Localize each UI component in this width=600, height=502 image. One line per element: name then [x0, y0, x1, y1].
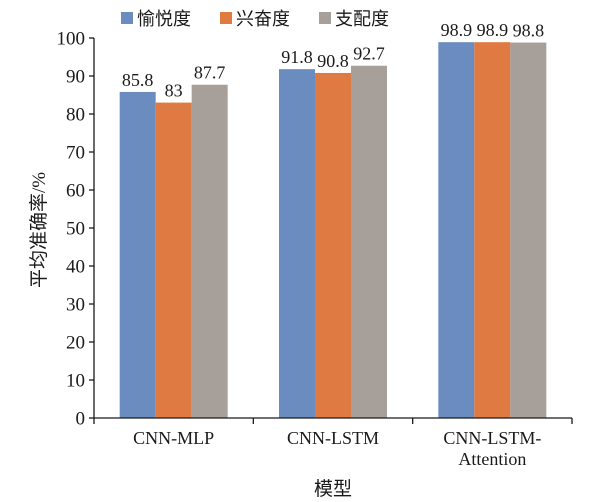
- data-label-series-1-cnn-mlp: 85.8: [122, 70, 154, 90]
- bar-series-1-cnn-mlp: [119, 91, 156, 419]
- y-axis: 0 10 20 30 40 50 60 70 80 90 100: [57, 29, 95, 430]
- y-tick-label-30: 30: [66, 295, 85, 316]
- bar-series-3-cnn-lstm-attention: [510, 42, 547, 419]
- legend-item-series-2: 兴奋度: [220, 9, 290, 30]
- x-tick-label-cnn-lstm: CNN-LSTM: [287, 428, 379, 448]
- legend-label-series-2: 兴奋度: [236, 9, 290, 30]
- legend-item-series-1: 愉悦度: [121, 9, 191, 30]
- y-tick-label-70: 70: [66, 143, 85, 164]
- bar-series-2-cnn-lstm: [315, 72, 351, 419]
- x-tick-label-cnn-mlp: CNN-MLP: [133, 428, 214, 448]
- data-label-series-2-cnn-lstm-attention: 98.9: [477, 20, 509, 40]
- bar-series-3-cnn-lstm: [351, 65, 387, 419]
- legend-label-series-3: 支配度: [335, 9, 389, 30]
- data-label-series-2-cnn-mlp: 83: [165, 81, 183, 101]
- legend-swatch-series-2: [220, 12, 232, 24]
- y-tick-label-10: 10: [66, 371, 85, 392]
- data-label-series-3-cnn-lstm-attention: 98.8: [513, 21, 545, 41]
- y-tick-label-20: 20: [66, 333, 85, 354]
- data-label-series-3-cnn-lstm: 92.7: [353, 44, 385, 64]
- y-tick-label-0: 0: [76, 409, 86, 430]
- bar-series-1-cnn-lstm: [279, 69, 315, 418]
- x-axis: CNN-MLP CNN-LSTM CNN-LSTM-Attention: [93, 417, 573, 469]
- bars: [119, 42, 547, 419]
- data-label-series-3-cnn-mlp: 87.7: [194, 63, 226, 83]
- bar-series-2-cnn-lstm-attention: [474, 42, 511, 419]
- data-label-series-1-cnn-lstm: 91.8: [281, 47, 313, 67]
- legend: 愉悦度 兴奋度 支配度: [121, 9, 389, 30]
- data-label-series-2-cnn-lstm: 90.8: [317, 51, 349, 71]
- y-axis-title: 平均准确率/%: [28, 172, 50, 288]
- x-axis-title: 模型: [314, 478, 352, 500]
- bar-series-3-cnn-mlp: [191, 84, 228, 419]
- y-tick-label-40: 40: [66, 257, 85, 278]
- bar-series-2-cnn-mlp: [155, 102, 192, 418]
- y-tick-label-50: 50: [66, 219, 85, 240]
- x-tick-label-cnn-lstm-attention: CNN-LSTM-Attention: [443, 428, 541, 469]
- legend-label-series-1: 愉悦度: [137, 9, 191, 30]
- y-tick-label-80: 80: [66, 105, 85, 126]
- y-tick-label-90: 90: [66, 67, 85, 88]
- legend-item-series-3: 支配度: [319, 9, 389, 30]
- y-tick-label-60: 60: [66, 181, 85, 202]
- bar-series-1-cnn-lstm-attention: [438, 42, 475, 419]
- legend-swatch-series-1: [121, 12, 133, 24]
- legend-swatch-series-3: [319, 12, 331, 24]
- y-tick-label-100: 100: [57, 29, 86, 50]
- data-label-series-1-cnn-lstm-attention: 98.9: [441, 20, 473, 40]
